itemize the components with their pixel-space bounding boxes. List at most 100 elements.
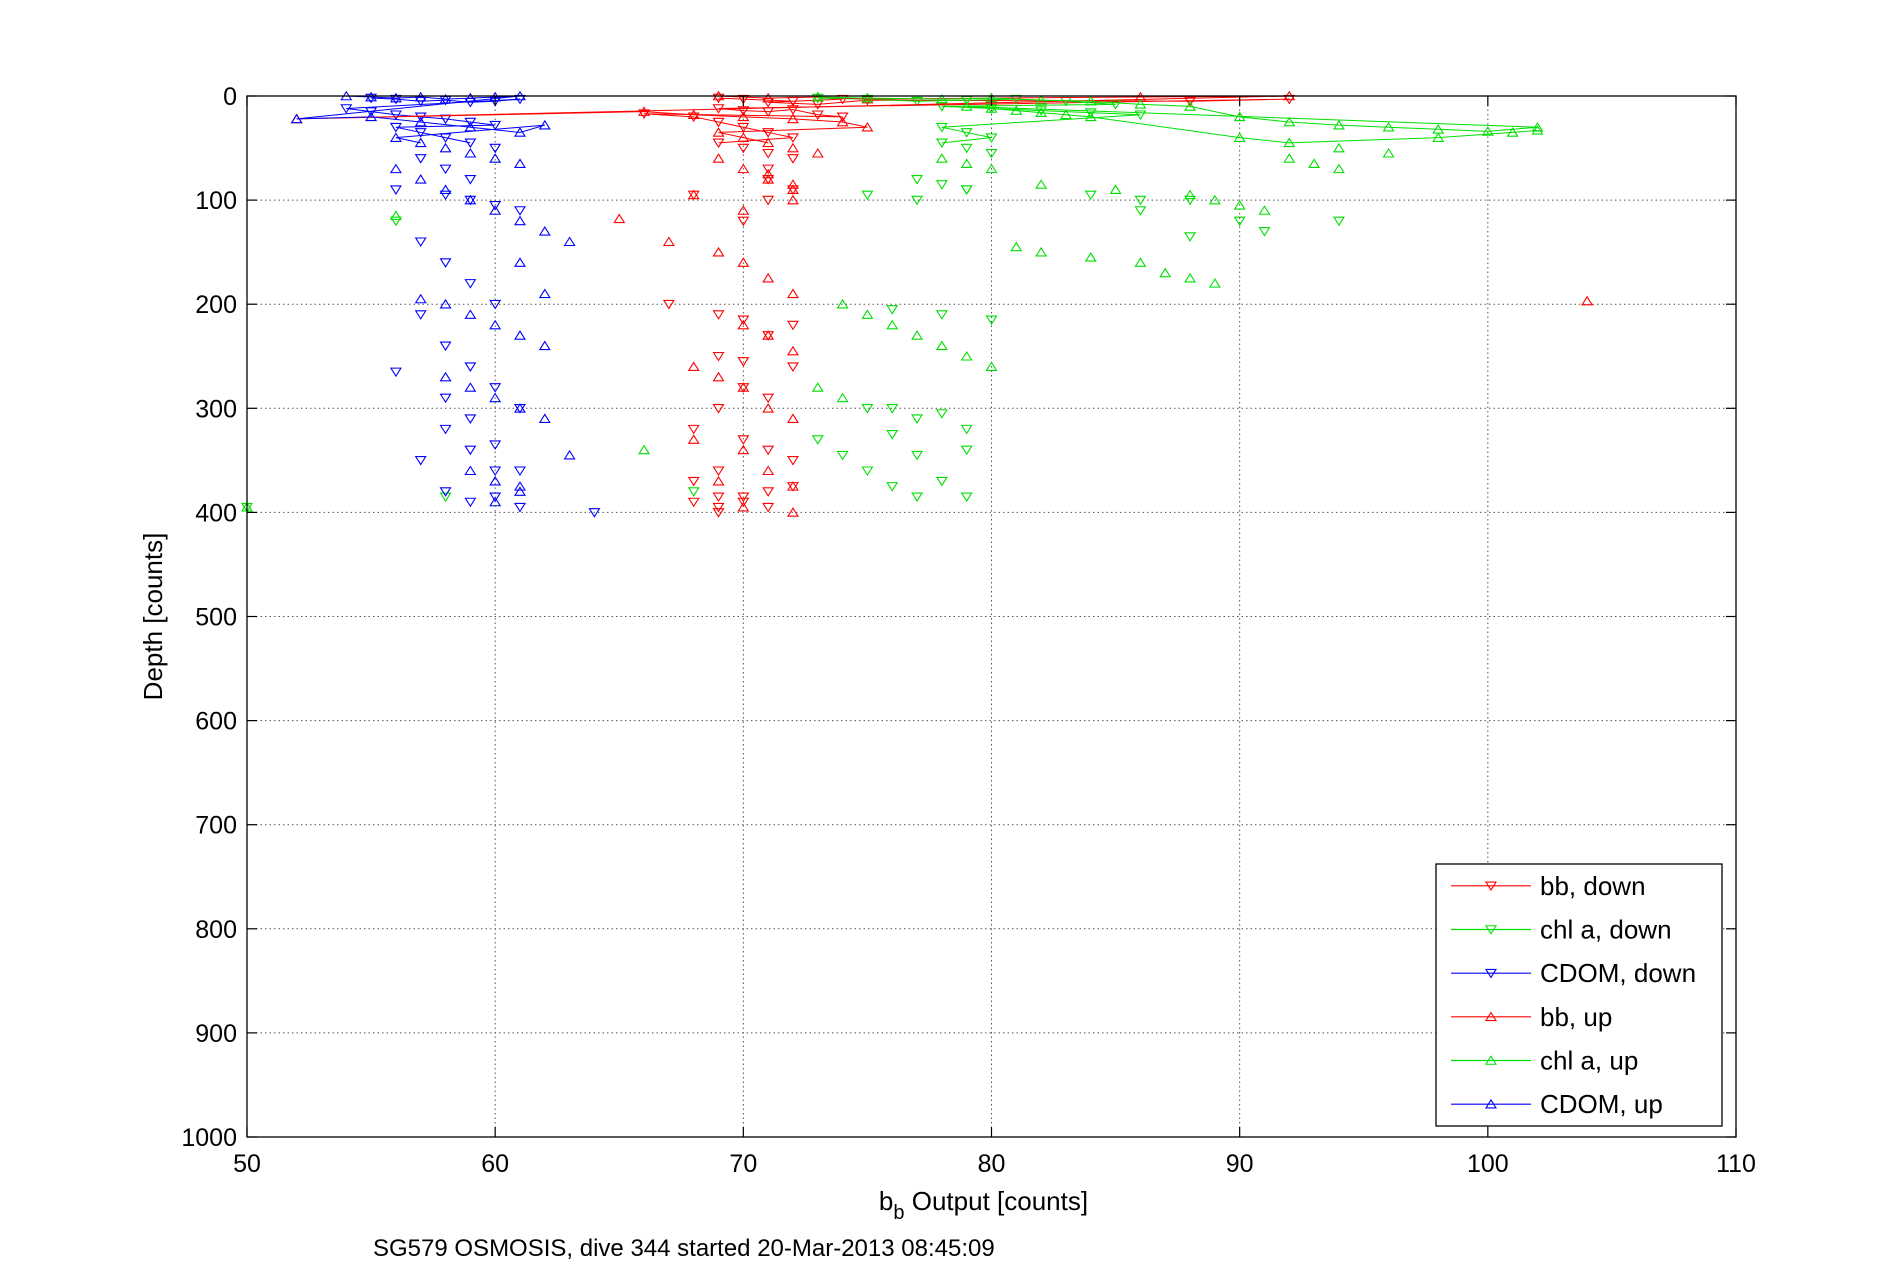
x-tick-label: 70 bbox=[729, 1150, 757, 1178]
data-point bbox=[960, 445, 973, 456]
data-point bbox=[538, 119, 551, 130]
y-axis-label: Depth [counts] bbox=[138, 533, 168, 701]
figure-footer-caption: SG579 OSMOSIS, dive 344 started 20-Mar-2… bbox=[373, 1235, 995, 1262]
data-point bbox=[389, 92, 402, 103]
data-point bbox=[489, 143, 502, 154]
data-point bbox=[1010, 105, 1023, 115]
data-point bbox=[1258, 227, 1271, 237]
data-point bbox=[935, 153, 948, 163]
data-point bbox=[1159, 267, 1172, 278]
x-tick-label: 90 bbox=[1226, 1150, 1254, 1178]
data-point bbox=[786, 184, 799, 194]
data-point bbox=[439, 142, 452, 153]
data-point bbox=[737, 122, 750, 133]
y-tick-label: 300 bbox=[195, 395, 237, 423]
data-point bbox=[513, 215, 526, 226]
data-point bbox=[886, 403, 899, 414]
data-point bbox=[786, 362, 799, 372]
data-point bbox=[439, 424, 452, 435]
data-point bbox=[687, 487, 700, 497]
data-point bbox=[762, 137, 775, 148]
data-point bbox=[762, 128, 775, 138]
legend-marker bbox=[1485, 925, 1497, 935]
series-line bbox=[296, 95, 1290, 144]
data-point bbox=[786, 154, 799, 164]
data-point bbox=[737, 143, 750, 154]
data-point bbox=[811, 110, 824, 121]
data-point bbox=[836, 450, 849, 461]
series-line bbox=[296, 95, 545, 144]
data-point bbox=[638, 444, 651, 455]
data-point bbox=[712, 466, 725, 477]
data-point bbox=[662, 236, 675, 247]
data-point bbox=[712, 93, 725, 104]
legend-marker bbox=[1485, 1055, 1497, 1065]
data-point bbox=[1035, 94, 1048, 105]
data-point bbox=[737, 497, 750, 508]
data-point bbox=[464, 414, 477, 424]
data-point bbox=[762, 487, 775, 497]
data-point bbox=[1233, 111, 1246, 122]
data-point bbox=[1506, 127, 1519, 137]
data-point bbox=[911, 96, 924, 107]
data-point bbox=[960, 101, 973, 111]
data-point bbox=[439, 487, 452, 497]
data-point bbox=[389, 110, 402, 121]
data-point bbox=[811, 435, 824, 445]
data-point bbox=[762, 445, 775, 456]
data-point bbox=[786, 288, 799, 299]
data-point bbox=[762, 403, 775, 413]
series-line bbox=[817, 96, 1538, 144]
data-point bbox=[762, 330, 775, 340]
data-point bbox=[1184, 101, 1197, 111]
data-point bbox=[489, 299, 502, 310]
data-point bbox=[712, 403, 725, 414]
data-point bbox=[960, 424, 973, 435]
axis-ticks: 50 60 70 80 90 100 110 0 100 200 300 400 500 600 700 80… bbox=[181, 83, 1756, 1178]
data-point bbox=[1208, 194, 1221, 205]
data-point bbox=[439, 190, 452, 201]
data-point bbox=[1432, 132, 1445, 142]
data-point bbox=[737, 501, 750, 512]
data-point bbox=[811, 147, 824, 158]
data-point bbox=[1035, 107, 1048, 117]
data-point bbox=[513, 502, 526, 513]
data-point bbox=[414, 116, 427, 127]
data-point bbox=[439, 393, 452, 404]
data-point bbox=[911, 195, 924, 206]
data-point bbox=[489, 319, 502, 330]
data-point bbox=[464, 138, 477, 149]
data-point bbox=[1084, 252, 1097, 262]
legend-marker bbox=[1485, 1011, 1497, 1022]
data-point bbox=[414, 137, 427, 148]
data-point bbox=[513, 206, 526, 216]
data-point bbox=[786, 320, 799, 331]
data-point bbox=[538, 413, 551, 424]
x-tick-label: 100 bbox=[1467, 1150, 1509, 1178]
data-point bbox=[389, 210, 402, 221]
data-point bbox=[1184, 272, 1197, 283]
data-point bbox=[1035, 246, 1048, 257]
data-point bbox=[762, 164, 775, 175]
data-point bbox=[513, 257, 526, 267]
legend: bb, down chl a, down CDOM, down bb, up chl a… bbox=[1435, 863, 1723, 1127]
data-point bbox=[489, 205, 502, 215]
data-point bbox=[1059, 109, 1072, 120]
data-point bbox=[1109, 100, 1122, 110]
data-point bbox=[414, 310, 427, 320]
data-point bbox=[340, 104, 353, 114]
data-point bbox=[762, 92, 775, 103]
data-point bbox=[687, 361, 700, 371]
data-point bbox=[687, 112, 700, 123]
data-point bbox=[489, 496, 502, 507]
data-point bbox=[662, 299, 675, 310]
data-point bbox=[687, 434, 700, 444]
data-point bbox=[886, 482, 899, 492]
data-point bbox=[464, 362, 477, 372]
series-line bbox=[817, 97, 1141, 144]
data-point bbox=[489, 440, 502, 451]
legend-entry-label: bb, down bbox=[1540, 871, 1646, 901]
data-point bbox=[712, 508, 725, 518]
data-point bbox=[1233, 132, 1246, 142]
data-point bbox=[861, 92, 874, 103]
